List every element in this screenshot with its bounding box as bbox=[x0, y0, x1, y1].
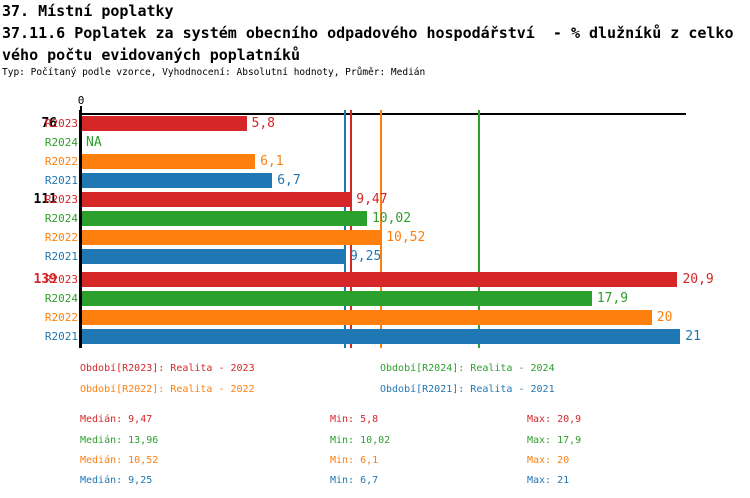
value-label-111-r2023: 9,47 bbox=[356, 192, 388, 207]
legend-item-r2023: Období[R2023]: Realita - 2023 bbox=[80, 363, 255, 374]
value-label-76-r2021: 6,7 bbox=[277, 173, 301, 188]
stat-median-r2024: Medián: 13,96 bbox=[80, 435, 159, 446]
stat-median-r2022: Medián: 10,52 bbox=[80, 455, 159, 466]
row-label-r2023: R2023 bbox=[44, 193, 78, 206]
median-line-r2021 bbox=[343, 110, 346, 348]
median-line-r2024 bbox=[478, 110, 481, 348]
value-label-139-r2024: 17,9 bbox=[596, 291, 629, 306]
page-title: 37. Místní poplatky bbox=[2, 2, 174, 20]
median-line-r2023 bbox=[350, 110, 353, 348]
group-label-76: 76 bbox=[41, 116, 57, 131]
bar-76-r2022 bbox=[82, 154, 256, 169]
value-label-76-r2022: 6,1 bbox=[260, 154, 284, 169]
row-label-r2024: R2024 bbox=[44, 292, 78, 305]
stat-median-r2023: Medián: 9,47 bbox=[80, 414, 153, 425]
bar-139-r2023 bbox=[82, 272, 678, 287]
bar-139-r2021 bbox=[82, 329, 681, 344]
bar-111-r2021 bbox=[82, 249, 345, 264]
bar-76-r2021 bbox=[82, 173, 273, 188]
stat-min-r2023: Min: 5,8 bbox=[330, 414, 379, 425]
x-axis-zero-tick bbox=[80, 106, 82, 112]
value-label-76-r2024: NA bbox=[86, 135, 102, 150]
median-line-r2022 bbox=[380, 110, 383, 348]
chart-title-line-2: vého počtu evidovaných poplatníků bbox=[2, 46, 301, 64]
stat-min-r2021: Min: 6,7 bbox=[330, 475, 379, 486]
bar-chart: 0 76 R2023 5,8 R2024 NA R2022 6,1 R2021 6,7 111 R2… bbox=[33, 94, 714, 348]
stat-max-r2024: Max: 17,9 bbox=[527, 435, 582, 446]
row-label-r2021: R2021 bbox=[44, 174, 78, 187]
row-label-r2023: R2023 bbox=[44, 273, 78, 286]
bar-76-r2023 bbox=[82, 116, 247, 131]
row-label-r2021: R2021 bbox=[44, 330, 78, 343]
row-label-r2023: R2023 bbox=[44, 117, 78, 130]
value-label-139-r2023: 20,9 bbox=[682, 272, 714, 287]
stat-max-r2022: Max: 20 bbox=[527, 455, 570, 466]
x-axis-line bbox=[79, 113, 686, 115]
value-label-111-r2024: 10,02 bbox=[371, 211, 412, 226]
stat-min-r2024: Min: 10,02 bbox=[330, 435, 391, 446]
bar-139-r2022 bbox=[82, 310, 652, 325]
value-label-139-r2021: 21 bbox=[685, 329, 701, 344]
value-label-76-r2023: 5,8 bbox=[251, 116, 275, 131]
bar-139-r2024 bbox=[82, 291, 592, 306]
stat-min-r2022: Min: 6,1 bbox=[330, 455, 379, 466]
legend-item-r2021: Období[R2021]: Realita - 2021 bbox=[380, 384, 555, 395]
row-label-r2022: R2022 bbox=[44, 155, 78, 168]
row-label-r2024: R2024 bbox=[44, 212, 78, 225]
stat-max-r2023: Max: 20,9 bbox=[527, 414, 582, 425]
row-label-r2024: R2024 bbox=[44, 136, 78, 149]
chart-subtitle: Typ: Počítaný podle vzorce, Vyhodnocení:… bbox=[2, 67, 426, 78]
bar-111-r2023 bbox=[82, 192, 352, 207]
value-label-111-r2022: 10,52 bbox=[386, 230, 426, 245]
legend-item-r2024: Období[R2024]: Realita - 2024 bbox=[380, 363, 555, 374]
legend-item-r2022: Období[R2022]: Realita - 2022 bbox=[80, 384, 255, 395]
value-label-139-r2022: 20 bbox=[656, 310, 673, 325]
stat-max-r2021: Max: 21 bbox=[527, 475, 570, 486]
bar-111-r2022 bbox=[82, 230, 382, 245]
bar-111-r2024 bbox=[82, 211, 367, 226]
group-label-139: 139 bbox=[33, 272, 57, 287]
chart-title-line-1: 37.11.6 Poplatek za systém obecního odpa… bbox=[2, 24, 734, 42]
group-label-111: 111 bbox=[33, 192, 57, 207]
y-axis-line bbox=[79, 110, 82, 348]
row-label-r2021: R2021 bbox=[44, 250, 78, 263]
stat-median-r2021: Medián: 9,25 bbox=[80, 475, 153, 486]
value-label-111-r2021: 9,25 bbox=[349, 249, 382, 264]
row-label-r2022: R2022 bbox=[44, 311, 78, 324]
row-label-r2022: R2022 bbox=[44, 231, 78, 244]
x-axis-zero-tick-label: 0 bbox=[77, 94, 85, 107]
